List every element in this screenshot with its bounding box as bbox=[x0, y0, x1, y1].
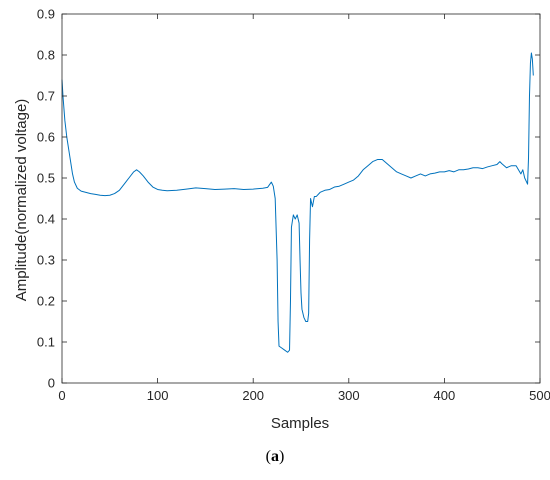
plot-background bbox=[62, 14, 540, 383]
x-tick-label: 0 bbox=[58, 388, 65, 403]
y-tick-label: 0.6 bbox=[37, 130, 55, 145]
series-layer bbox=[61, 52, 534, 353]
caption-letter: a bbox=[271, 448, 279, 465]
caption-close-paren: ) bbox=[279, 448, 285, 465]
series-line-0 bbox=[61, 52, 534, 353]
ticks-layer: 0 100 200 300 400 500 0 0.1 0.2 0.3 0.4 0.5 0.6 0.7 0.… bbox=[37, 7, 550, 404]
figure-caption: (a) bbox=[0, 448, 550, 466]
x-tick-label: 200 bbox=[242, 388, 264, 403]
axes-box bbox=[61, 13, 541, 384]
x-tick-label: 400 bbox=[434, 388, 456, 403]
y-tick-label: 0.7 bbox=[37, 89, 55, 104]
y-tick-label: 0.8 bbox=[37, 48, 55, 63]
x-tick-label: 500 bbox=[529, 388, 550, 403]
y-tick-label: 0.2 bbox=[37, 294, 55, 309]
x-tick-label: 300 bbox=[338, 388, 360, 403]
line-chart: 0 100 200 300 400 500 0 0.1 0.2 0.3 0.4 0.5 0.6 0.7 0.… bbox=[13, 7, 550, 433]
caption-open-paren: ( bbox=[265, 448, 271, 465]
y-tick-label: 0.1 bbox=[37, 335, 55, 350]
plot-area bbox=[62, 14, 540, 383]
x-tick-label: 100 bbox=[147, 388, 169, 403]
y-tick-label: 0.3 bbox=[37, 253, 55, 268]
y-tick-label: 0.5 bbox=[37, 171, 55, 186]
y-tick-label: 0.9 bbox=[37, 7, 55, 22]
y-axis-label: Amplitude(normalized voltage) bbox=[13, 99, 30, 302]
y-tick-label: 0.4 bbox=[37, 212, 55, 227]
axes-layer bbox=[61, 13, 541, 384]
x-axis-label: Samples bbox=[271, 415, 329, 432]
y-tick-label: 0 bbox=[48, 376, 55, 391]
